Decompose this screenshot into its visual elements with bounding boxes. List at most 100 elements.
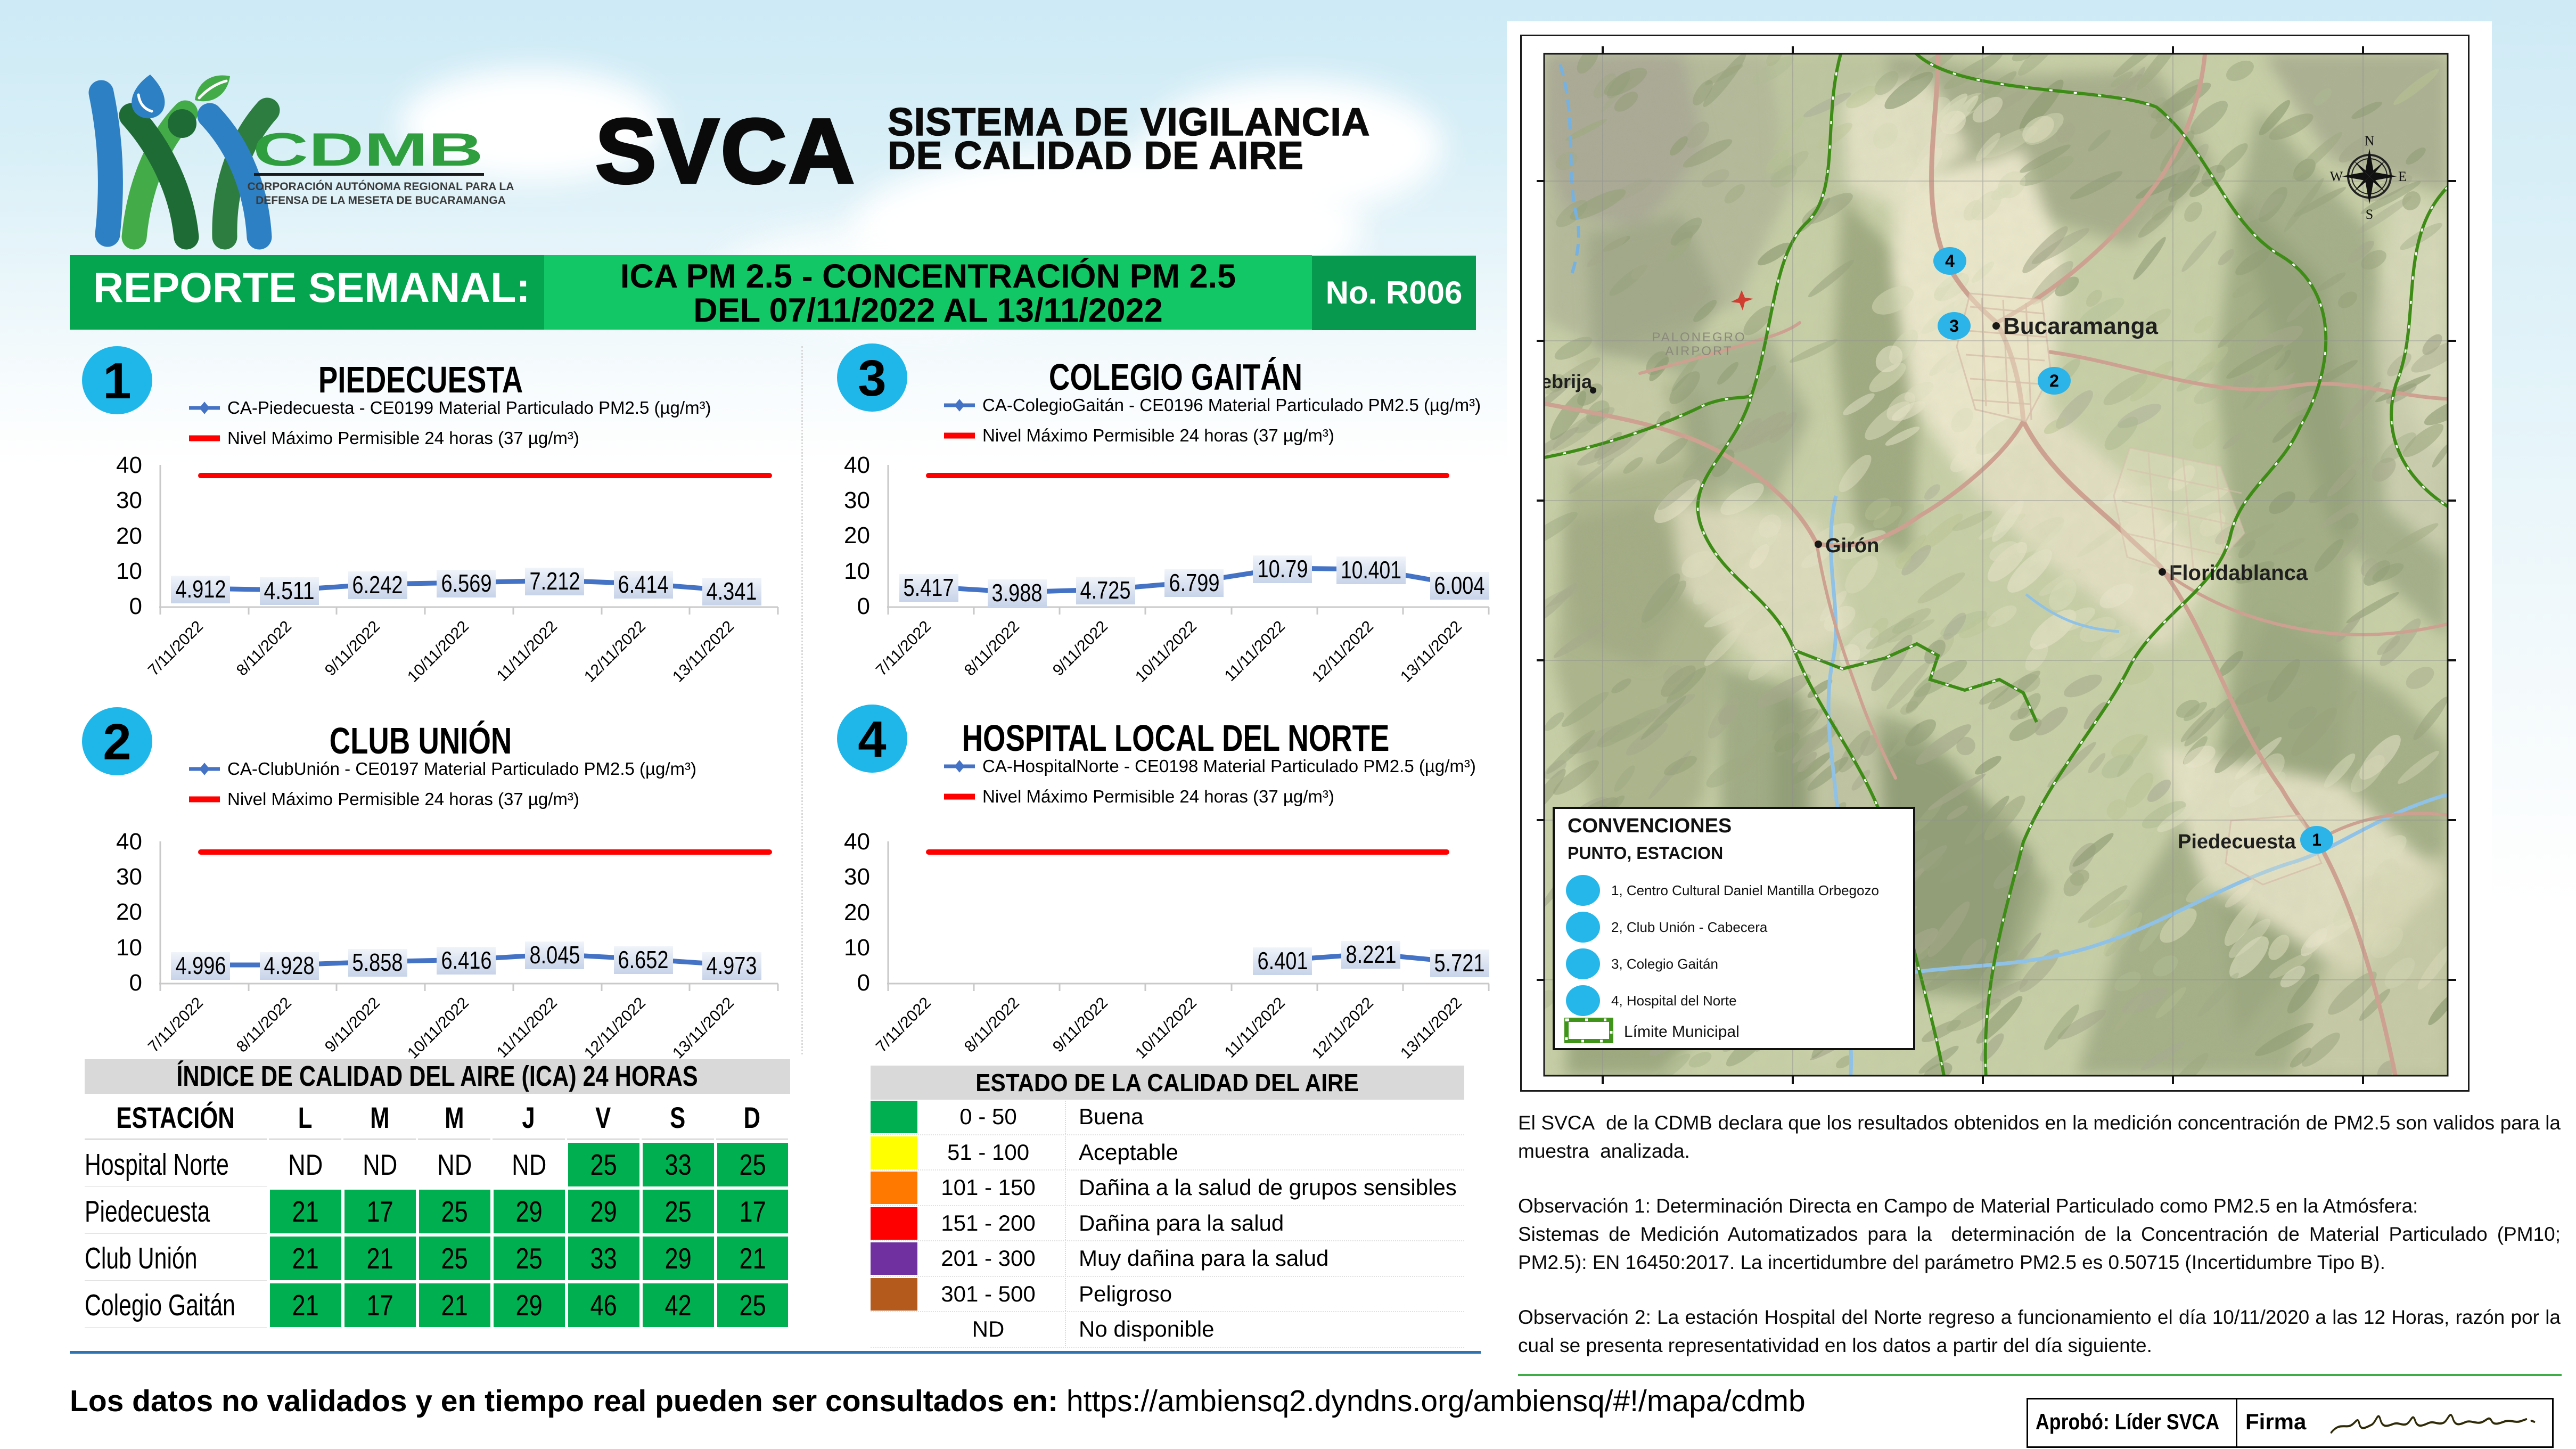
svg-text:8.045: 8.045: [530, 941, 580, 969]
svg-text:11/11/2022: 11/11/2022: [494, 618, 561, 685]
svg-text:8/11/2022: 8/11/2022: [961, 994, 1023, 1056]
svg-text:CORPORACIÓN AUTÓNOMA REGIONAL: CORPORACIÓN AUTÓNOMA REGIONAL PARA LA: [248, 180, 514, 193]
svg-text:7/11/2022: 7/11/2022: [873, 994, 934, 1056]
svg-text:3: 3: [1949, 316, 1959, 335]
svg-text:6.242: 6.242: [352, 571, 403, 599]
svg-text:40: 40: [844, 829, 870, 855]
svg-text:0: 0: [129, 970, 142, 996]
svg-text:6.652: 6.652: [618, 946, 669, 973]
svg-text:4.912: 4.912: [176, 575, 226, 603]
svg-text:40: 40: [116, 452, 142, 478]
svg-text:COLEGIO GAITÁN: COLEGIO GAITÁN: [1049, 357, 1302, 398]
svg-text:20: 20: [116, 899, 142, 925]
svg-text:2: 2: [2049, 371, 2059, 390]
svg-text:W: W: [2330, 169, 2343, 184]
svg-text:7/11/2022: 7/11/2022: [145, 618, 207, 680]
svg-text:4.928: 4.928: [264, 952, 315, 979]
svg-text:8/11/2022: 8/11/2022: [961, 618, 1023, 680]
svg-text:11/11/2022: 11/11/2022: [494, 994, 561, 1061]
svg-text:10/11/2022: 10/11/2022: [404, 994, 472, 1062]
svg-text:5.721: 5.721: [1434, 949, 1485, 977]
svg-text:E: E: [2398, 169, 2407, 184]
svg-text:3, Colegio Gaitán: 3, Colegio Gaitán: [1611, 956, 1718, 972]
svg-text:PIEDECUESTA: PIEDECUESTA: [318, 359, 523, 401]
svg-text:7/11/2022: 7/11/2022: [145, 994, 207, 1056]
svg-text:1, Centro Cultural Daniel Mant: 1, Centro Cultural Daniel Mantilla Orbeg…: [1611, 882, 1879, 898]
svg-text:13/11/2022: 13/11/2022: [669, 618, 737, 686]
svg-text:12/11/2022: 12/11/2022: [581, 618, 649, 686]
svg-text:10/11/2022: 10/11/2022: [1132, 994, 1200, 1062]
svg-text:4.725: 4.725: [1080, 576, 1131, 604]
svg-text:11/11/2022: 11/11/2022: [1221, 618, 1289, 685]
svg-text:40: 40: [844, 452, 870, 478]
svg-text:11/11/2022: 11/11/2022: [1221, 994, 1289, 1061]
svg-text:12/11/2022: 12/11/2022: [1309, 994, 1377, 1062]
svg-text:4.341: 4.341: [707, 577, 757, 605]
svg-text:Nivel Máximo Permisible 24 hor: Nivel Máximo Permisible 24 horas (37 µg/…: [227, 789, 579, 809]
svg-text:3: 3: [858, 350, 886, 407]
svg-text:Nivel Máximo Permisible 24 hor: Nivel Máximo Permisible 24 horas (37 µg/…: [982, 787, 1334, 806]
svg-text:10/11/2022: 10/11/2022: [404, 618, 472, 686]
svg-text:13/11/2022: 13/11/2022: [1397, 618, 1465, 686]
svg-text:4, Hospital del Norte: 4, Hospital del Norte: [1611, 993, 1737, 1009]
svg-text:20: 20: [844, 899, 870, 926]
svg-text:4.973: 4.973: [707, 952, 757, 979]
svg-text:8.221: 8.221: [1346, 940, 1397, 968]
svg-text:2: 2: [103, 714, 131, 771]
svg-text:DEFENSA DE LA MESETA DE BUCARA: DEFENSA DE LA MESETA DE BUCARAMANGA: [256, 194, 506, 207]
svg-text:10: 10: [116, 935, 142, 961]
svg-text:Límite Municipal: Límite Municipal: [1624, 1023, 1740, 1041]
svg-text:0: 0: [857, 970, 870, 996]
svg-text:CA-ColegioGaitán - CE0196 Mate: CA-ColegioGaitán - CE0196 Material Parti…: [982, 395, 1481, 415]
svg-text:40: 40: [116, 829, 142, 855]
svg-text:6.416: 6.416: [441, 946, 492, 974]
svg-text:20: 20: [844, 522, 870, 549]
svg-text:30: 30: [844, 864, 870, 890]
svg-text:CA-Piedecuesta - CE0199 Materi: CA-Piedecuesta - CE0199 Material Particu…: [227, 398, 711, 417]
svg-text:Nivel Máximo Permisible 24 hor: Nivel Máximo Permisible 24 horas (37 µg/…: [982, 425, 1334, 445]
svg-text:7/11/2022: 7/11/2022: [873, 618, 934, 680]
svg-text:6.401: 6.401: [1258, 947, 1308, 975]
svg-text:8/11/2022: 8/11/2022: [233, 994, 295, 1056]
svg-text:20: 20: [116, 523, 142, 549]
svg-text:12/11/2022: 12/11/2022: [581, 994, 649, 1062]
svg-text:30: 30: [116, 864, 142, 890]
svg-text:9/11/2022: 9/11/2022: [322, 994, 383, 1056]
svg-text:10.79: 10.79: [1258, 555, 1308, 583]
svg-text:10: 10: [844, 935, 870, 961]
svg-text:3.988: 3.988: [992, 579, 1043, 607]
svg-text:30: 30: [116, 487, 142, 513]
svg-text:2, Club Unión - Cabecera: 2, Club Unión - Cabecera: [1611, 919, 1768, 935]
svg-text:5.417: 5.417: [904, 574, 954, 601]
svg-text:10: 10: [844, 558, 870, 584]
svg-text:1: 1: [103, 353, 131, 410]
svg-text:CONVENCIONES: CONVENCIONES: [1568, 815, 1732, 837]
svg-text:13/11/2022: 13/11/2022: [669, 994, 737, 1062]
svg-text:0: 0: [129, 593, 142, 619]
svg-text:CDMB: CDMB: [253, 124, 483, 176]
svg-text:4: 4: [1945, 251, 1955, 271]
svg-text:8/11/2022: 8/11/2022: [233, 618, 295, 680]
svg-text:6.799: 6.799: [1169, 569, 1220, 596]
svg-text:0: 0: [857, 593, 870, 619]
svg-text:5.858: 5.858: [352, 948, 403, 976]
svg-text:CA-ClubUnión - CE0197 Material: CA-ClubUnión - CE0197 Material Particula…: [227, 759, 696, 779]
svg-text:13/11/2022: 13/11/2022: [1397, 994, 1465, 1062]
svg-text:6.414: 6.414: [618, 570, 669, 598]
svg-text:6.004: 6.004: [1434, 571, 1485, 599]
svg-text:7.212: 7.212: [530, 567, 580, 595]
svg-text:S: S: [2366, 207, 2373, 222]
svg-text:12/11/2022: 12/11/2022: [1309, 618, 1377, 686]
svg-text:10.401: 10.401: [1341, 556, 1401, 584]
svg-text:9/11/2022: 9/11/2022: [1049, 994, 1111, 1056]
svg-text:4.511: 4.511: [264, 577, 315, 604]
svg-text:Nivel Máximo Permisible 24 hor: Nivel Máximo Permisible 24 horas (37 µg/…: [227, 428, 579, 448]
svg-text:HOSPITAL LOCAL DEL NORTE: HOSPITAL LOCAL DEL NORTE: [962, 718, 1390, 759]
svg-text:CLUB UNIÓN: CLUB UNIÓN: [330, 721, 512, 762]
svg-text:10: 10: [116, 558, 142, 584]
svg-text:6.569: 6.569: [441, 569, 492, 597]
svg-text:1: 1: [2312, 830, 2321, 849]
svg-text:4: 4: [858, 711, 886, 768]
svg-text:30: 30: [844, 487, 870, 513]
svg-text:9/11/2022: 9/11/2022: [322, 618, 383, 680]
